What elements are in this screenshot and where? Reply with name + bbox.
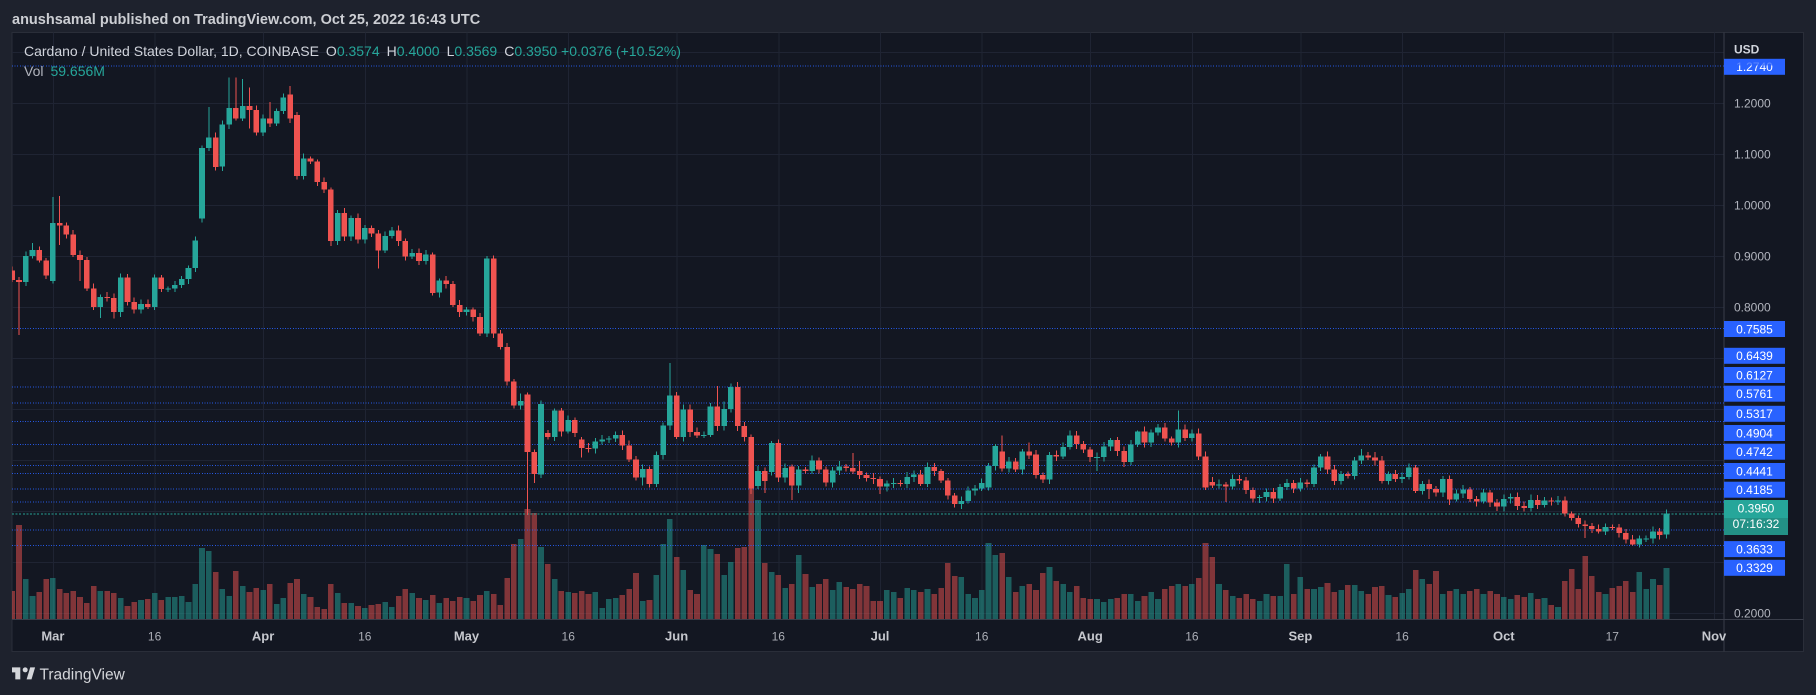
svg-text:16: 16 bbox=[1395, 630, 1409, 644]
svg-text:16: 16 bbox=[772, 630, 786, 644]
svg-text:Mar: Mar bbox=[41, 629, 64, 644]
svg-text:17: 17 bbox=[1606, 630, 1620, 644]
svg-text:0.5761: 0.5761 bbox=[1736, 387, 1773, 401]
svg-text:TradingView: TradingView bbox=[40, 667, 126, 684]
svg-text:Jul: Jul bbox=[871, 629, 890, 644]
svg-text:1.1000: 1.1000 bbox=[1734, 148, 1771, 162]
svg-text:0.6439: 0.6439 bbox=[1736, 349, 1773, 363]
svg-text:0.4904: 0.4904 bbox=[1736, 426, 1773, 440]
svg-text:0.8000: 0.8000 bbox=[1734, 301, 1771, 315]
svg-text:0.6127: 0.6127 bbox=[1736, 368, 1773, 382]
svg-text:1.2000: 1.2000 bbox=[1734, 97, 1771, 111]
svg-text:0.4441: 0.4441 bbox=[1736, 464, 1773, 478]
svg-text:0.2000: 0.2000 bbox=[1734, 607, 1771, 621]
svg-text:16: 16 bbox=[358, 630, 372, 644]
svg-text:Cardano / United States Dollar: Cardano / United States Dollar, 1D, COIN… bbox=[24, 43, 681, 59]
svg-text:0.5317: 0.5317 bbox=[1736, 407, 1773, 421]
svg-text:07:16:32: 07:16:32 bbox=[1733, 517, 1780, 531]
svg-text:0.7585: 0.7585 bbox=[1736, 322, 1773, 336]
svg-text:USD: USD bbox=[1734, 43, 1760, 57]
svg-text:16: 16 bbox=[975, 630, 989, 644]
svg-text:0.4185: 0.4185 bbox=[1736, 483, 1773, 497]
svg-text:16: 16 bbox=[562, 630, 576, 644]
svg-text:Vol 59.656M: Vol 59.656M bbox=[24, 63, 105, 79]
svg-text:16: 16 bbox=[148, 630, 162, 644]
svg-text:May: May bbox=[454, 629, 480, 644]
svg-text:Jun: Jun bbox=[665, 629, 688, 644]
svg-text:0.4742: 0.4742 bbox=[1736, 445, 1773, 459]
svg-text:0.9000: 0.9000 bbox=[1734, 250, 1771, 264]
svg-text:Oct: Oct bbox=[1493, 629, 1515, 644]
svg-text:1.0000: 1.0000 bbox=[1734, 199, 1771, 213]
svg-text:0.3329: 0.3329 bbox=[1736, 561, 1773, 575]
svg-text:Nov: Nov bbox=[1702, 629, 1727, 644]
svg-text:16: 16 bbox=[1185, 630, 1199, 644]
svg-text:anushsamal published on Tradin: anushsamal published on TradingView.com,… bbox=[12, 12, 481, 28]
svg-text:Sep: Sep bbox=[1288, 629, 1312, 644]
svg-text:0.3633: 0.3633 bbox=[1736, 542, 1773, 556]
svg-text:Apr: Apr bbox=[252, 629, 274, 644]
svg-text:Aug: Aug bbox=[1078, 629, 1103, 644]
svg-text:0.3950: 0.3950 bbox=[1738, 502, 1775, 516]
